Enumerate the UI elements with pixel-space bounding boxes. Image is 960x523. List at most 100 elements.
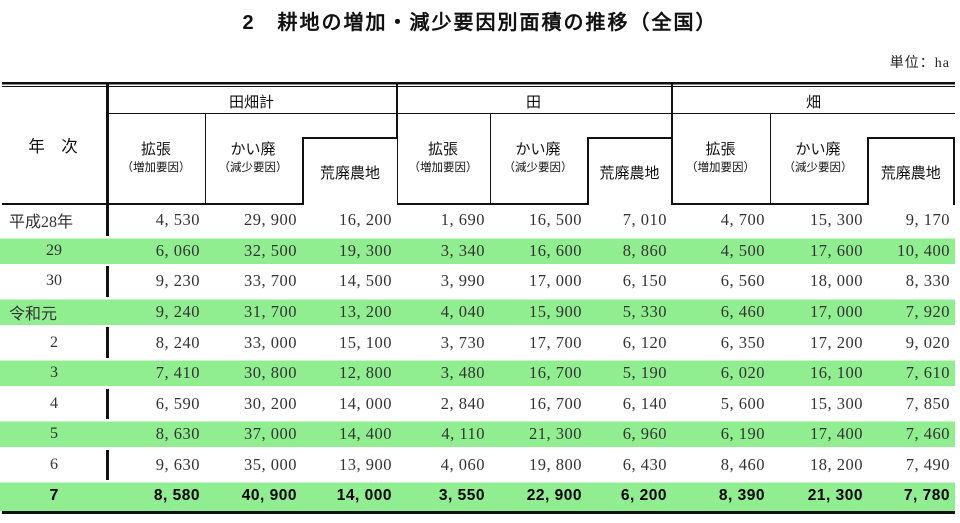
year-cell: 平成28年 [9, 214, 74, 232]
expansion-header-paddy: 拡張 （増加要因） [397, 114, 489, 203]
value-cell: 6, 430 [622, 455, 667, 475]
group-divider-2 [670, 82, 673, 205]
year-cell: 30 [46, 272, 62, 290]
value-cell: 19, 300 [339, 240, 392, 260]
value-cell: 9, 240 [155, 302, 200, 322]
value-cell: 6, 960 [622, 424, 667, 444]
value-cell: 7, 010 [622, 210, 667, 230]
group-header-paddy: 田 [525, 94, 541, 111]
expansion-note: （増加要因） [408, 161, 478, 174]
value-cell: 6, 560 [720, 271, 765, 291]
expansion-label: 拡張 [427, 142, 458, 159]
table-row: 平成28年 4, 530 29, 900 16, 200 1, 690 16, 500 7,… [0, 205, 955, 236]
value-cell: 21, 300 [807, 486, 863, 504]
value-cell: 7, 610 [905, 363, 950, 383]
value-cell: 4, 500 [720, 240, 765, 260]
value-cell: 6, 350 [720, 332, 765, 352]
value-cell: 2, 840 [440, 393, 485, 413]
value-cell: 19, 800 [529, 455, 582, 475]
value-cell: 9, 020 [905, 332, 950, 352]
value-cell: 8, 460 [720, 455, 765, 475]
value-cell: 16, 600 [529, 240, 582, 260]
table-top-rule [2, 82, 955, 87]
data-table: 年 次 田畑計 田 畑 拡張 （増加要因） かい廃 （減少要因） 拡張 （増加要… [0, 82, 960, 518]
value-cell: 4, 040 [440, 302, 485, 322]
abolition-label: かい廃 [795, 142, 841, 159]
value-cell: 7, 410 [155, 363, 200, 383]
unit-label: 単位：ha [889, 56, 950, 71]
abolition-header-paddy: かい廃 （減少要因） [490, 114, 586, 203]
value-cell: 5, 600 [720, 393, 765, 413]
devastated-land-header-paddy: 荒廃農地 [586, 137, 671, 205]
group-header-field: 畑 [805, 94, 821, 111]
value-cell: 14, 000 [339, 393, 392, 413]
devastated-land-label: 荒廃農地 [880, 165, 941, 182]
value-cell: 8, 330 [905, 271, 950, 291]
value-cell: 33, 700 [244, 271, 297, 291]
value-cell: 7, 920 [905, 302, 950, 322]
group-divider-1 [395, 82, 398, 205]
expansion-note: （増加要因） [121, 161, 191, 174]
year-column-divider [106, 82, 109, 511]
value-cell: 37, 000 [244, 424, 297, 444]
value-cell: 8, 240 [155, 332, 200, 352]
value-cell: 29, 900 [244, 210, 297, 230]
value-cell: 5, 190 [622, 363, 667, 383]
value-cell: 4, 700 [720, 210, 765, 230]
value-cell: 30, 800 [244, 363, 297, 383]
value-cell: 6, 020 [720, 363, 765, 383]
value-cell: 9, 630 [155, 455, 200, 475]
expansion-label: 拡張 [140, 142, 171, 159]
value-cell: 3, 990 [440, 271, 485, 291]
abolition-header-total: かい廃 （減少要因） [205, 114, 301, 203]
value-cell: 16, 700 [529, 393, 582, 413]
expansion-header-total: 拡張 （増加要因） [108, 114, 204, 203]
year-cell: 6 [50, 456, 58, 474]
value-cell: 7, 850 [905, 393, 950, 413]
value-cell: 9, 230 [155, 271, 200, 291]
value-cell: 4, 060 [440, 455, 485, 475]
value-cell: 6, 190 [720, 424, 765, 444]
year-cell: 5 [50, 425, 58, 443]
table-row: 2 8, 240 33, 000 15, 100 3, 730 17, 700 6, 120… [0, 327, 955, 358]
value-cell: 3, 340 [440, 240, 485, 260]
value-cell: 16, 700 [529, 363, 582, 383]
value-cell: 17, 600 [810, 240, 863, 260]
value-cell: 18, 200 [810, 455, 863, 475]
expansion-note: （増加要因） [686, 161, 755, 174]
value-cell: 4, 530 [155, 210, 200, 230]
value-cell: 14, 500 [339, 271, 392, 291]
value-cell: 3, 730 [440, 332, 485, 352]
value-cell: 9, 170 [905, 210, 950, 230]
value-cell: 7, 490 [905, 455, 950, 475]
table-row: 4 6, 590 30, 200 14, 000 2, 840 16, 700 6, 140… [0, 389, 955, 420]
expansion-header-field: 拡張 （増加要因） [672, 114, 769, 203]
value-cell: 31, 700 [244, 302, 297, 322]
page-title: 2 耕地の増加・減少要因別面積の推移（全国） [242, 12, 718, 34]
abolition-note: （減少要因） [218, 161, 288, 174]
value-cell: 12, 800 [339, 363, 392, 383]
abolition-note: （減少要因） [503, 161, 573, 174]
value-cell: 16, 200 [339, 210, 392, 230]
value-cell: 14, 400 [339, 424, 392, 444]
value-cell: 15, 300 [810, 210, 863, 230]
subcolumn-divider-1 [204, 114, 206, 203]
value-cell: 17, 200 [810, 332, 863, 352]
value-cell: 17, 700 [529, 332, 582, 352]
table-row: 3 7, 410 30, 800 12, 800 3, 480 16, 700 5, 190… [0, 357, 955, 389]
value-cell: 15, 300 [810, 393, 863, 413]
devastated-land-header-total: 荒廃農地 [301, 137, 397, 205]
year-column-header: 年 次 [28, 137, 78, 156]
value-cell: 15, 900 [529, 302, 582, 322]
value-cell: 18, 000 [810, 271, 863, 291]
subcolumn-divider-2 [489, 114, 491, 203]
value-cell: 17, 000 [810, 302, 863, 322]
value-cell: 3, 550 [438, 486, 485, 504]
value-cell: 1, 690 [440, 210, 485, 230]
value-cell: 7, 460 [905, 424, 950, 444]
value-cell: 7, 780 [903, 486, 950, 504]
value-cell: 6, 140 [622, 393, 667, 413]
value-cell: 13, 200 [339, 302, 392, 322]
year-cell: 4 [50, 394, 58, 412]
value-cell: 10, 400 [897, 240, 950, 260]
